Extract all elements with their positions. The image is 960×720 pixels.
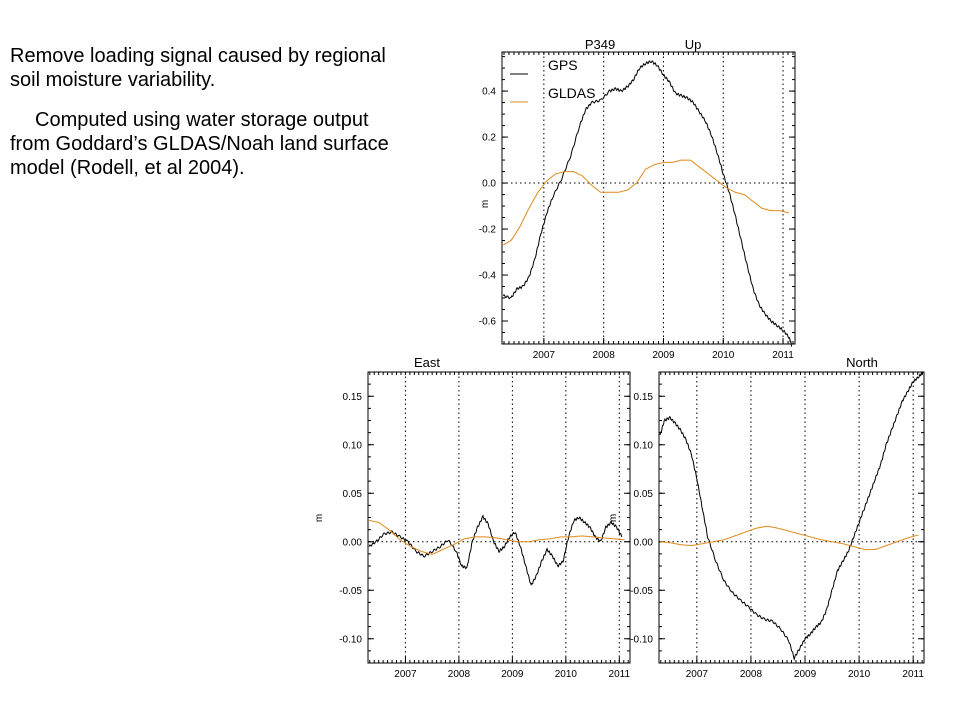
description-paragraph-2: Computed using water storage output from… xyxy=(10,109,389,179)
north-y-tick-label: 0.00 xyxy=(634,537,654,548)
north-plot-frame xyxy=(658,371,925,664)
up-chart-title: P349 xyxy=(585,37,615,52)
east-y-tick-label: 0.05 xyxy=(343,489,363,500)
east-chart-title: East xyxy=(414,355,440,370)
north-y-tick-label: -0.10 xyxy=(630,634,653,645)
east-y-tick-label: 0.00 xyxy=(343,537,363,548)
east-x-tick-label: 2011 xyxy=(609,669,631,680)
up-series-gldas xyxy=(502,159,790,246)
north-y-axis-label: m xyxy=(608,514,619,522)
up-plot-frame xyxy=(501,51,796,345)
up-y-tick-label: 0.2 xyxy=(482,133,496,144)
description-text: Remove loading signal caused by regional… xyxy=(10,44,410,196)
legend-label-gldas: GLDAS xyxy=(548,85,595,101)
up-y-tick-label: -0.4 xyxy=(479,271,497,282)
legend-label-gps: GPS xyxy=(548,57,578,73)
north-x-tick-label: 2011 xyxy=(902,669,924,680)
east-x-tick-label: 2008 xyxy=(448,669,471,680)
north-chart-title: North xyxy=(846,355,878,370)
up-x-tick-label: 2007 xyxy=(533,350,556,361)
east-y-tick-label: 0.10 xyxy=(343,440,363,451)
up-x-tick-label: 2008 xyxy=(593,350,616,361)
east-series-gldas xyxy=(368,519,625,555)
north-x-tick-label: 2007 xyxy=(686,669,709,680)
up-y-tick-label: 0.0 xyxy=(482,179,496,190)
east-y-tick-label: -0.10 xyxy=(339,634,362,645)
up-x-tick-label: 2011 xyxy=(772,350,794,361)
east-x-tick-label: 2009 xyxy=(501,669,524,680)
up-x-tick-label: 2009 xyxy=(652,350,675,361)
up-series-gps xyxy=(502,60,793,347)
up-x-tick-label: 2010 xyxy=(712,350,735,361)
east-x-tick-label: 2007 xyxy=(394,669,417,680)
north-y-tick-label: -0.05 xyxy=(630,586,653,597)
up-y-axis-label: m xyxy=(480,200,491,208)
north-series-gps xyxy=(659,371,924,662)
north-series-gldas xyxy=(660,525,919,550)
up-component-label: Up xyxy=(685,37,702,52)
up-y-tick-label: 0.4 xyxy=(482,87,496,98)
north-y-tick-label: 0.05 xyxy=(634,489,654,500)
up-y-tick-label: -0.6 xyxy=(479,317,497,328)
north-x-tick-label: 2008 xyxy=(740,669,763,680)
up-y-tick-label: -0.2 xyxy=(479,225,497,236)
east-plot-frame xyxy=(367,371,631,664)
north-y-tick-label: 0.10 xyxy=(634,440,654,451)
north-x-tick-label: 2009 xyxy=(794,669,817,680)
east-series-gps xyxy=(368,514,623,586)
north-y-tick-label: 0.15 xyxy=(634,392,654,403)
east-y-tick-label: -0.05 xyxy=(339,586,362,597)
north-x-tick-label: 2010 xyxy=(848,669,871,680)
description-paragraph-1: Remove loading signal caused by regional… xyxy=(10,45,386,91)
east-x-tick-label: 2010 xyxy=(555,669,578,680)
east-y-axis-label: m xyxy=(314,514,325,522)
east-y-tick-label: 0.15 xyxy=(343,392,363,403)
